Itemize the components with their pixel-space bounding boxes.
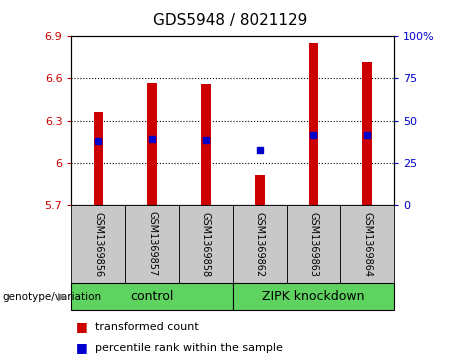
Text: GSM1369864: GSM1369864: [362, 212, 372, 277]
Text: ■: ■: [76, 320, 88, 333]
Text: control: control: [130, 290, 174, 303]
Text: GSM1369857: GSM1369857: [147, 212, 157, 277]
Text: GSM1369862: GSM1369862: [254, 212, 265, 277]
Text: ▶: ▶: [59, 292, 67, 302]
Bar: [255, 175, 265, 205]
Bar: [201, 84, 211, 205]
Text: GSM1369863: GSM1369863: [308, 212, 319, 277]
Bar: [309, 42, 318, 205]
Text: ZIPK knockdown: ZIPK knockdown: [262, 290, 365, 303]
Text: GDS5948 / 8021129: GDS5948 / 8021129: [154, 13, 307, 28]
Bar: [362, 62, 372, 205]
Text: percentile rank within the sample: percentile rank within the sample: [95, 343, 283, 353]
Text: GSM1369856: GSM1369856: [93, 212, 103, 277]
Text: transformed count: transformed count: [95, 322, 198, 332]
Bar: [94, 112, 103, 205]
Text: ■: ■: [76, 341, 88, 354]
Bar: [148, 83, 157, 205]
Text: GSM1369858: GSM1369858: [201, 212, 211, 277]
Text: genotype/variation: genotype/variation: [2, 292, 101, 302]
